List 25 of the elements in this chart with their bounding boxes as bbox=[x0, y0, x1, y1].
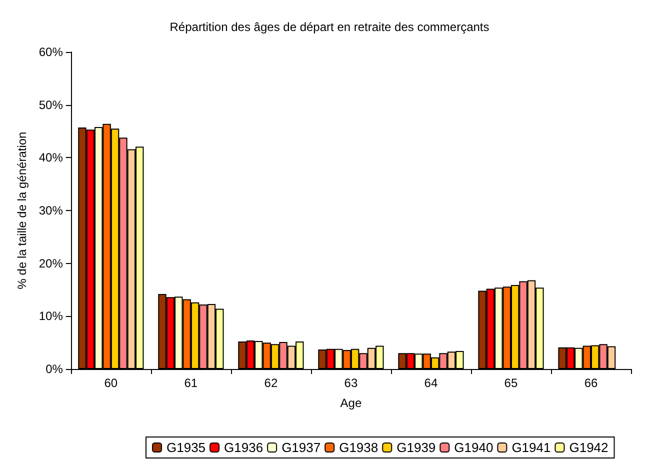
legend-label: G1938 bbox=[339, 440, 378, 455]
legend-label: G1937 bbox=[282, 440, 321, 455]
legend-label: G1936 bbox=[224, 440, 264, 455]
x-tick-label: 61 bbox=[184, 376, 198, 390]
y-tick-label: 0% bbox=[46, 362, 64, 376]
x-tick-label: 60 bbox=[104, 376, 118, 390]
legend-label: G1935 bbox=[166, 440, 206, 455]
y-tick-label: 30% bbox=[38, 204, 64, 218]
x-axis-title: Age bbox=[340, 396, 362, 410]
legend-label: G1941 bbox=[512, 440, 551, 455]
legend-label: G1942 bbox=[569, 440, 608, 455]
chart-title: Répartition des âges de départ en retraite des commerçants bbox=[170, 20, 490, 34]
x-tick-label: 64 bbox=[424, 376, 438, 390]
x-tick-label: 65 bbox=[504, 376, 518, 390]
y-tick-label: 40% bbox=[38, 150, 64, 165]
y-tick-label: 60% bbox=[38, 45, 64, 59]
legend-label: G1939 bbox=[396, 440, 436, 455]
legend-label: G1940 bbox=[454, 440, 494, 455]
x-tick-label: 62 bbox=[264, 376, 278, 390]
x-tick-label: 63 bbox=[344, 376, 358, 390]
y-tick-label: 10% bbox=[38, 309, 64, 324]
y-tick-label: 20% bbox=[38, 256, 64, 270]
y-tick-label: 50% bbox=[38, 98, 64, 112]
y-axis-title: % de la taille de la génération bbox=[15, 132, 29, 290]
x-tick-label: 66 bbox=[584, 376, 598, 390]
